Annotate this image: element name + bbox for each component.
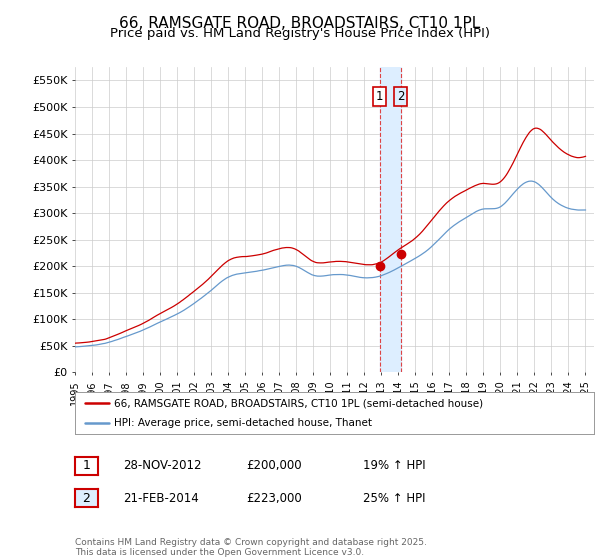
Text: Price paid vs. HM Land Registry's House Price Index (HPI): Price paid vs. HM Land Registry's House … [110, 27, 490, 40]
Text: 1: 1 [376, 90, 383, 103]
Text: £200,000: £200,000 [246, 459, 302, 473]
Text: 66, RAMSGATE ROAD, BROADSTAIRS, CT10 1PL (semi-detached house): 66, RAMSGATE ROAD, BROADSTAIRS, CT10 1PL… [114, 398, 483, 408]
Text: 1: 1 [82, 459, 91, 473]
Text: Contains HM Land Registry data © Crown copyright and database right 2025.
This d: Contains HM Land Registry data © Crown c… [75, 538, 427, 557]
Text: 66, RAMSGATE ROAD, BROADSTAIRS, CT10 1PL: 66, RAMSGATE ROAD, BROADSTAIRS, CT10 1PL [119, 16, 481, 31]
Text: 25% ↑ HPI: 25% ↑ HPI [363, 492, 425, 505]
Text: 19% ↑ HPI: 19% ↑ HPI [363, 459, 425, 473]
Text: 2: 2 [82, 492, 91, 505]
Text: £223,000: £223,000 [246, 492, 302, 505]
Text: 21-FEB-2014: 21-FEB-2014 [123, 492, 199, 505]
Bar [380, 67, 401, 372]
Text: 2: 2 [397, 90, 404, 103]
Text: 28-NOV-2012: 28-NOV-2012 [123, 459, 202, 473]
Text: HPI: Average price, semi-detached house, Thanet: HPI: Average price, semi-detached house,… [114, 418, 372, 428]
